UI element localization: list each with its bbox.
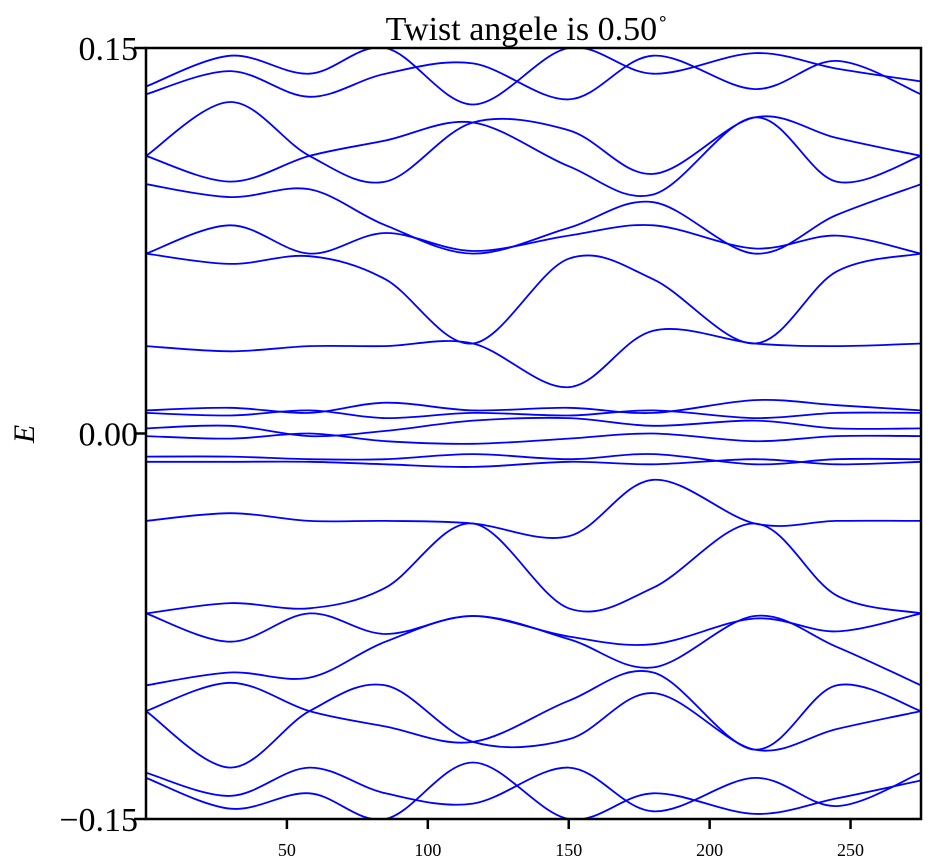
y-tick-label: 0.00 — [79, 417, 139, 454]
band-line-5 — [146, 183, 921, 255]
band-line-12 — [146, 432, 921, 445]
band-line-15 — [146, 478, 921, 539]
band-line-18 — [146, 614, 921, 687]
x-tick-label: 150 — [555, 840, 582, 860]
degree-symbol: ∘ — [657, 8, 668, 28]
band-line-8 — [146, 328, 921, 389]
y-tick-label: 0.15 — [79, 31, 139, 68]
band-line-7 — [146, 252, 921, 345]
y-axis-label: E — [8, 425, 41, 444]
x-tick-label: 250 — [837, 840, 864, 860]
x-tick-label: 100 — [414, 840, 441, 860]
band-lines — [146, 48, 921, 819]
band-line-10 — [146, 409, 921, 420]
x-tick-label: 50 — [278, 840, 296, 860]
y-axis-ticks: −0.15 0.00 0.15 — [59, 31, 146, 839]
band-line-22 — [146, 761, 921, 819]
band-line-3 — [146, 101, 921, 184]
band-line-6 — [146, 224, 921, 255]
band-line-16 — [146, 522, 921, 615]
y-tick-label: −0.15 — [59, 802, 138, 839]
band-line-19 — [146, 683, 921, 769]
band-line-11 — [146, 416, 921, 438]
band-line-14 — [146, 458, 921, 468]
band-line-20 — [146, 670, 921, 751]
plot-frame — [144, 46, 923, 821]
band-line-9 — [146, 398, 921, 414]
band-line-21 — [146, 766, 921, 813]
band-line-1 — [146, 48, 921, 106]
chart-title: Twist angele is 0.50∘ — [386, 8, 669, 48]
x-axis-ticks: 50 100 150 200 250 — [278, 819, 864, 860]
band-line-4 — [146, 116, 921, 197]
x-tick-label: 200 — [696, 840, 723, 860]
band-line-2 — [146, 54, 921, 101]
